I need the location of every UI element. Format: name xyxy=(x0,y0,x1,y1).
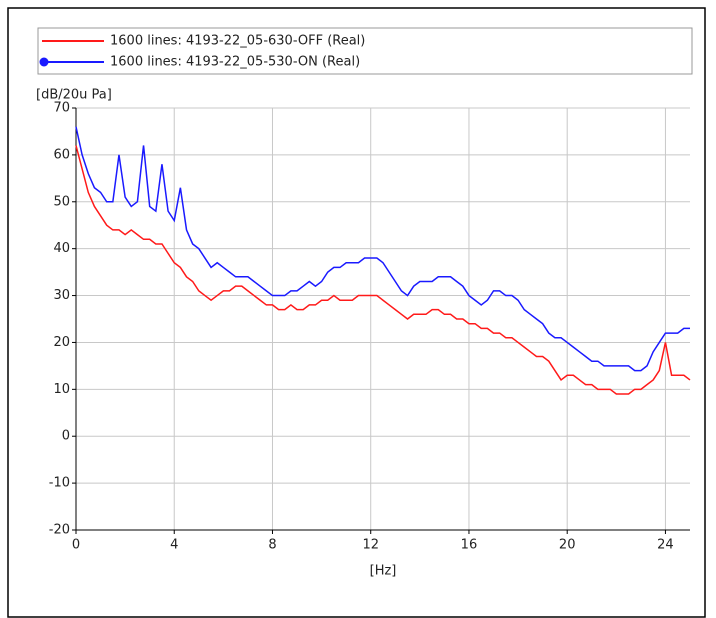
y-tick-label: 30 xyxy=(53,288,70,303)
x-tick-label: 16 xyxy=(461,538,478,553)
legend-label: 1600 lines: 4193-22_05-530-ON (Real) xyxy=(110,55,360,70)
x-tick-label: 12 xyxy=(362,538,379,553)
y-axis-label: [dB/20u Pa] xyxy=(36,88,112,103)
data-line xyxy=(75,126,690,372)
y-tick-label: 20 xyxy=(53,335,70,350)
x-axis-label: [Hz] xyxy=(370,564,397,579)
y-tick-label: -10 xyxy=(49,476,70,491)
y-tick-label: -20 xyxy=(49,523,70,538)
y-tick-label: 40 xyxy=(53,241,70,256)
y-tick-label: 10 xyxy=(53,382,70,397)
frame xyxy=(7,7,706,618)
legend-marker xyxy=(39,57,49,67)
y-tick-label: 60 xyxy=(53,147,70,162)
x-tick-label: 24 xyxy=(657,538,674,553)
y-tick-label: 70 xyxy=(53,101,70,116)
x-tick-label: 0 xyxy=(72,538,80,553)
legend-box xyxy=(37,27,693,75)
legend-label: 1600 lines: 4193-22_05-630-OFF (Real) xyxy=(110,34,365,49)
y-tick-label: 50 xyxy=(53,194,70,209)
y-tick-label: 0 xyxy=(62,429,70,444)
x-tick-label: 8 xyxy=(268,538,276,553)
x-tick-label: 4 xyxy=(170,538,178,553)
data-line xyxy=(75,145,691,395)
x-tick-label: 20 xyxy=(559,538,576,553)
